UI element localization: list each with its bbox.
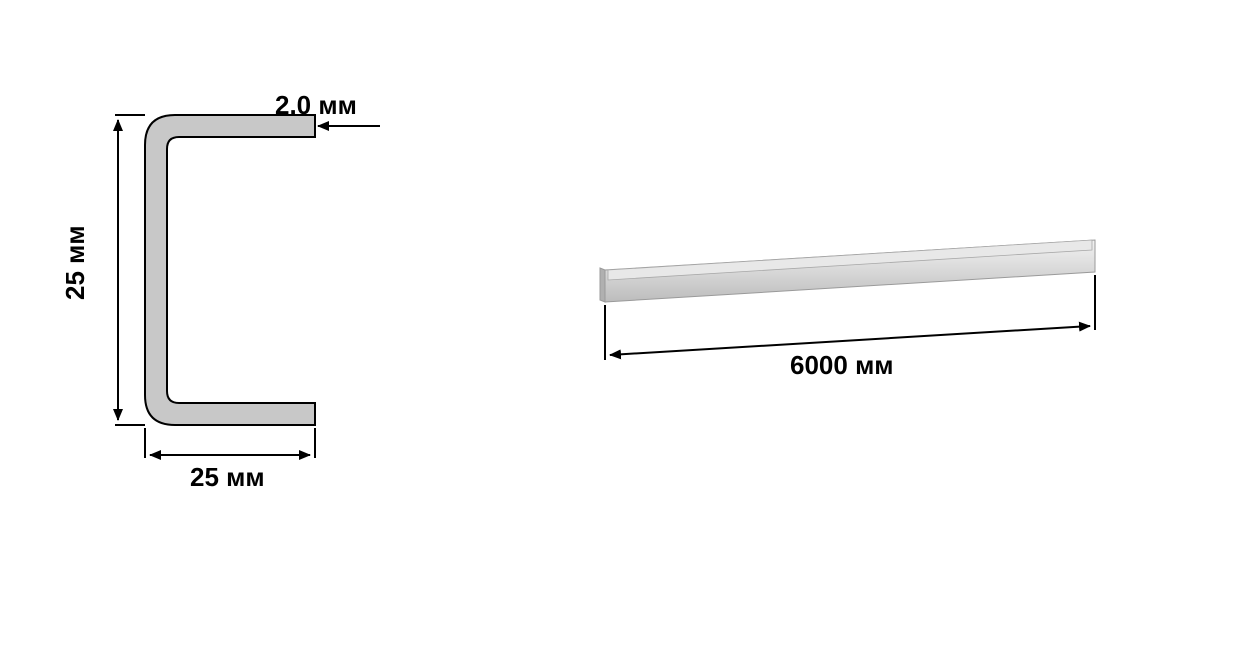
length-view — [600, 240, 1095, 302]
length-label: 6000 мм — [790, 350, 894, 381]
cross-section-profile — [145, 115, 315, 425]
height-label: 25 мм — [60, 225, 91, 300]
width-label: 25 мм — [190, 462, 265, 493]
technical-diagram — [0, 0, 1240, 660]
thickness-label: 2.0 мм — [275, 90, 357, 121]
